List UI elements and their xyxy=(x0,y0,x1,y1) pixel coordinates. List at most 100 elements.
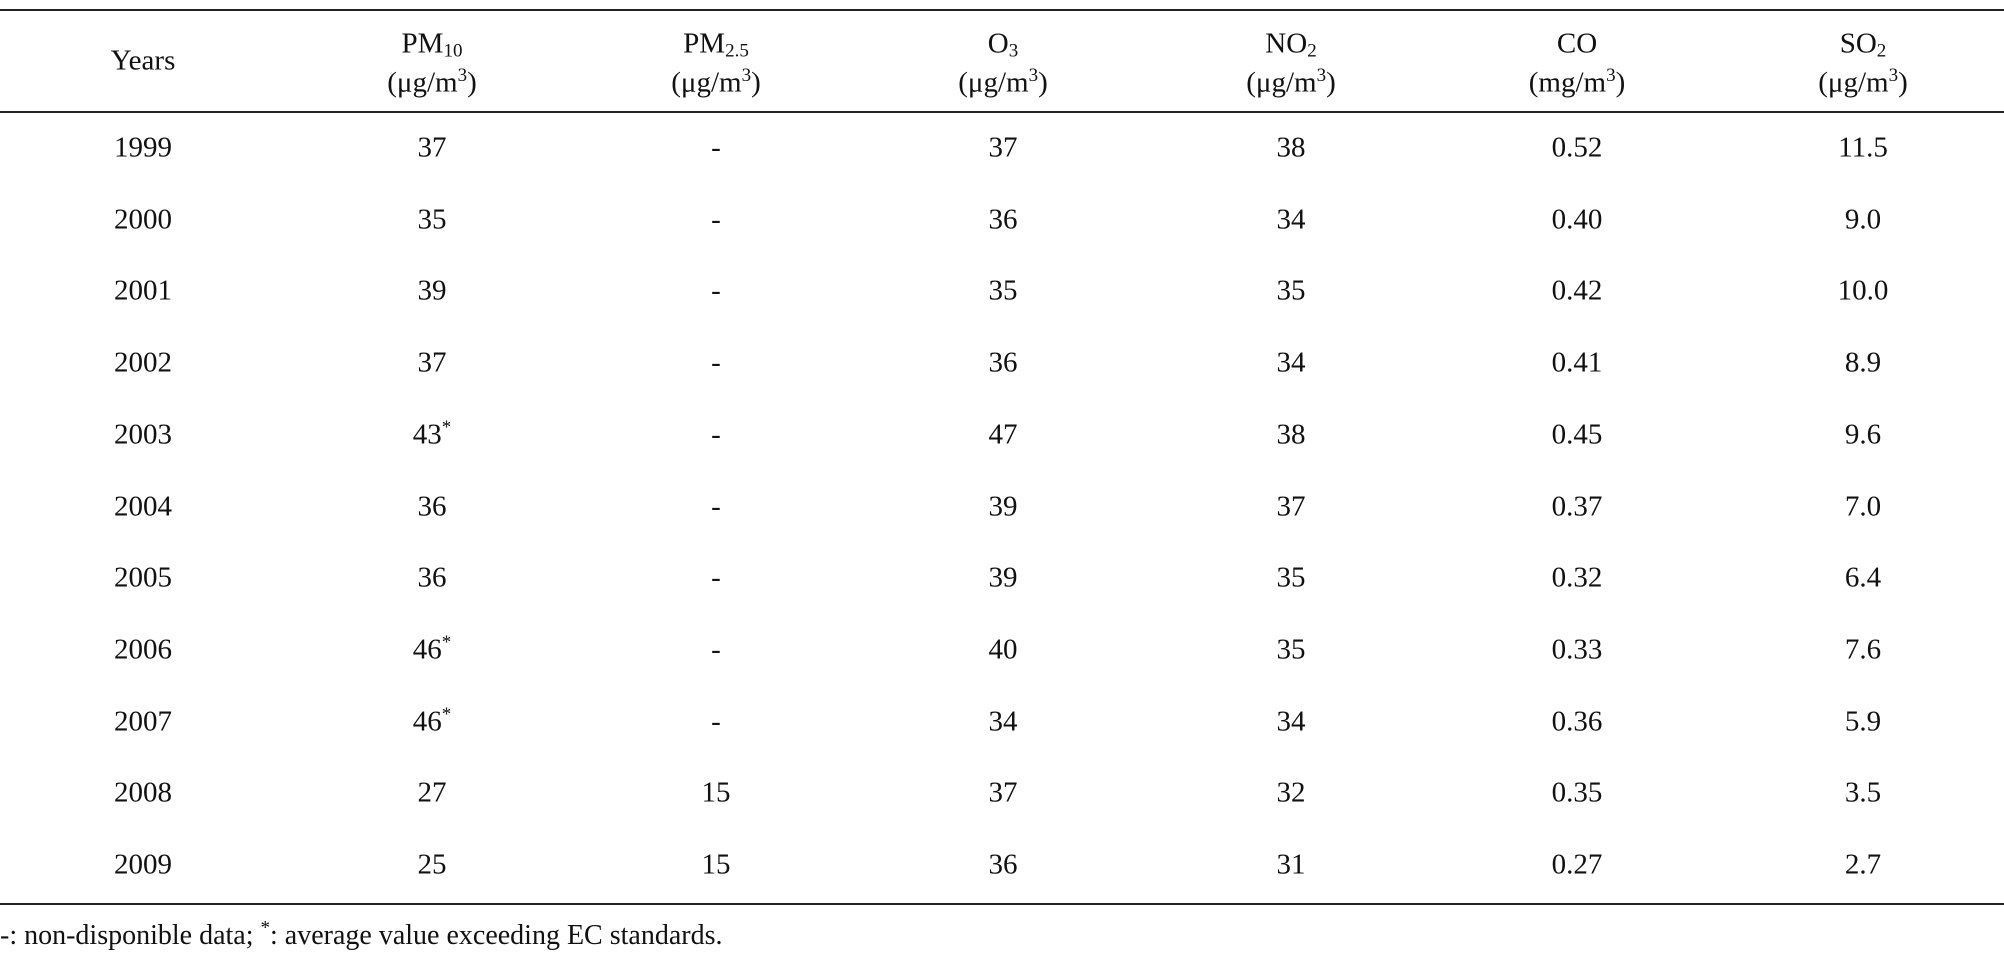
table-cell: 2006 xyxy=(114,633,172,666)
table-cell: 34 xyxy=(1276,705,1306,738)
header-cell: CO xyxy=(1556,27,1598,60)
table-cell: 36 xyxy=(417,490,447,522)
table-cell: 0.41 xyxy=(1551,346,1603,379)
table-cell: 27 xyxy=(417,776,447,809)
table-cell: 0.40 xyxy=(1551,203,1603,236)
table-cell: 36 xyxy=(988,346,1018,379)
unit-text: (mg/m xyxy=(1528,66,1607,99)
table-cell: 0.35 xyxy=(1551,776,1603,809)
header-name: CO xyxy=(1556,27,1598,60)
table-cell: 0.36 xyxy=(1551,705,1603,738)
table-cell: 0.42 xyxy=(1551,274,1603,307)
table-cell: 0.52 xyxy=(1551,131,1603,164)
header-cell: Years xyxy=(110,44,176,77)
table-cell: 1999 xyxy=(114,131,172,164)
header-name: Years xyxy=(110,44,176,77)
header-subscript: 2 xyxy=(1876,40,1887,62)
table-cell: 0.32 xyxy=(1551,561,1603,594)
table-cell: 35 xyxy=(1276,633,1306,666)
table-cell: 34 xyxy=(1276,203,1306,236)
header-cell: SO2 xyxy=(1839,27,1887,62)
header-name: NO xyxy=(1265,27,1308,60)
table-cell: 36 xyxy=(417,561,447,594)
unit-text: (μg/m xyxy=(387,66,458,99)
table-cell: 39 xyxy=(988,490,1018,522)
table-cell: 2009 xyxy=(114,848,172,881)
header-subscript: 2.5 xyxy=(725,40,749,62)
header-subscript: 3 xyxy=(1008,40,1019,62)
table-cell: 47 xyxy=(988,418,1018,451)
table-cell: 2001 xyxy=(114,274,172,307)
table-cell: 2008 xyxy=(114,776,172,809)
cell-value: 46 xyxy=(412,633,442,666)
table-cell: 37 xyxy=(417,346,447,379)
unit-text: ) xyxy=(1326,66,1336,99)
unit-text: ) xyxy=(751,66,761,99)
table-cell: 2002 xyxy=(114,346,172,379)
unit-superscript: 3 xyxy=(1028,65,1039,87)
table-cell: 35 xyxy=(417,203,447,236)
table-cell: 2007 xyxy=(114,705,172,738)
table-cell: - xyxy=(711,274,721,307)
header-unit: (μg/m3) xyxy=(671,66,761,99)
unit-text: (μg/m xyxy=(671,66,742,99)
table-cell: 46* xyxy=(413,703,452,736)
table-cell: 2005 xyxy=(114,561,172,594)
header-unit: (μg/m3) xyxy=(387,66,477,99)
table-cell: 43* xyxy=(413,416,452,449)
header-cell: NO2 xyxy=(1265,27,1316,60)
cell-note: * xyxy=(441,703,452,725)
table-cell: 2000 xyxy=(114,203,172,236)
unit-text: ) xyxy=(1898,66,1908,99)
table-cell: 32 xyxy=(1276,776,1306,809)
table-cell: 38 xyxy=(1276,131,1306,164)
table-cell: 6.4 xyxy=(1844,561,1882,594)
table-cell: 3.5 xyxy=(1844,776,1882,809)
header-name: PM xyxy=(401,27,444,60)
header-subscript: 10 xyxy=(443,40,463,62)
table-cell: - xyxy=(711,561,721,594)
table-cell: 0.33 xyxy=(1551,633,1603,666)
header-unit: (μg/m3) xyxy=(1246,66,1336,99)
table-cell: - xyxy=(711,705,721,738)
footnote-text: : average value exceeding EC standards. xyxy=(270,920,723,951)
unit-text: (μg/m xyxy=(1818,66,1889,99)
table-cell: 25 xyxy=(417,848,447,881)
table-cell: 37 xyxy=(1276,490,1306,522)
table-cell: 35 xyxy=(1276,561,1306,594)
table-cell: 7.0 xyxy=(1844,490,1882,522)
unit-text: (μg/m xyxy=(958,66,1029,99)
unit-text: ) xyxy=(1038,66,1048,99)
header-name: SO xyxy=(1839,27,1877,60)
table-cell: 0.45 xyxy=(1551,418,1603,451)
table-cell: 15 xyxy=(701,848,731,881)
table-cell: - xyxy=(711,346,721,379)
header-rule xyxy=(0,111,2004,113)
unit-superscript: 3 xyxy=(1316,65,1327,87)
table-cell: 8.9 xyxy=(1844,346,1882,379)
table-cell: 38 xyxy=(1276,418,1306,451)
table-cell: 37 xyxy=(988,776,1018,809)
unit-text: ) xyxy=(467,66,477,99)
table-cell: 37 xyxy=(417,131,447,164)
header-cell: O3 xyxy=(987,27,1019,62)
table-cell: 2004 xyxy=(114,490,172,522)
table-cell: 2.7 xyxy=(1844,848,1882,881)
table-cell: - xyxy=(711,418,721,451)
table-cell: 5.9 xyxy=(1844,705,1882,738)
header-name: O xyxy=(987,27,1009,60)
table-cell: 36 xyxy=(988,848,1018,881)
table-cell: - xyxy=(711,490,721,522)
table-cell: - xyxy=(711,131,721,164)
unit-superscript: 3 xyxy=(457,65,468,87)
cell-note: * xyxy=(441,416,452,438)
unit-text: ) xyxy=(1615,66,1626,99)
table-cell: 2003 xyxy=(114,418,172,451)
table-cell: 46* xyxy=(412,631,452,666)
cell-note: * xyxy=(441,631,452,653)
header-cell: PM2.5 xyxy=(683,29,749,62)
table-cell: 34 xyxy=(988,705,1018,738)
unit-superscript: 3 xyxy=(741,65,752,87)
table-cell: 10.0 xyxy=(1837,274,1889,307)
